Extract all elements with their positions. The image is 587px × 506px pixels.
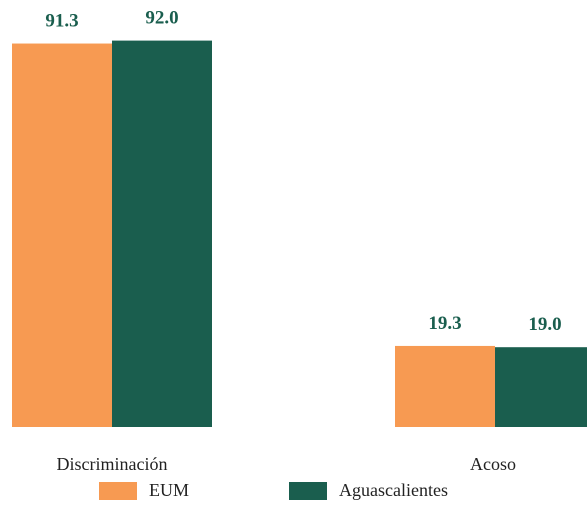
legend-label-eum: EUM xyxy=(149,480,189,500)
value-label-aguascalientes-0: 92.0 xyxy=(145,8,178,29)
value-label-eum-0: 91.3 xyxy=(45,11,78,32)
legend-swatch-aguascalientes xyxy=(289,481,327,500)
category-label-0: Discriminación xyxy=(57,454,168,474)
legend-item-eum: EUM xyxy=(99,480,189,501)
bar-eum-0 xyxy=(12,43,112,427)
legend-swatch-eum xyxy=(99,481,137,500)
category-labels-group: Discriminación Acoso xyxy=(57,454,516,474)
value-label-aguascalientes-1: 19.0 xyxy=(528,314,561,335)
bars-group xyxy=(12,40,587,427)
legend-item-aguascalientes: Aguascalientes xyxy=(289,480,448,501)
bar-aguascalientes-1 xyxy=(495,347,587,427)
value-label-eum-1: 19.3 xyxy=(428,313,461,334)
legend-label-aguascalientes: Aguascalientes xyxy=(339,480,448,500)
category-label-1: Acoso xyxy=(470,454,516,474)
bar-aguascalientes-0 xyxy=(112,40,212,427)
legend: EUM Aguascalientes xyxy=(0,480,587,506)
bar-eum-1 xyxy=(395,345,495,427)
value-labels-group: 91.3 92.0 19.3 19.0 xyxy=(45,8,561,336)
